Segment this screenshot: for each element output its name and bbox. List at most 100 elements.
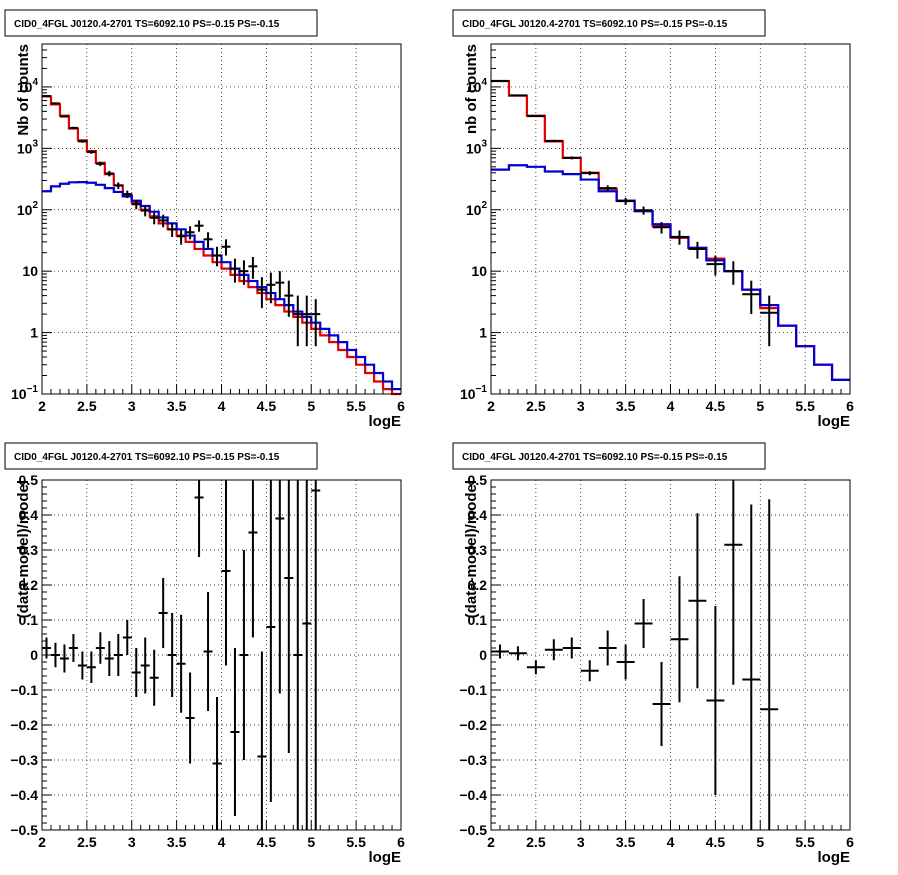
data-point — [706, 606, 725, 795]
plot-frame — [490, 43, 851, 395]
y-tick-label: 0 — [479, 647, 487, 663]
data-point — [203, 592, 213, 711]
data-point — [598, 630, 617, 666]
data-point — [580, 171, 599, 176]
plot-border — [490, 479, 851, 831]
title-box — [452, 9, 766, 37]
y-tick-label: 0.3 — [19, 542, 39, 558]
x-axis-label: logE — [818, 413, 851, 430]
x-tick-label: 5 — [307, 398, 315, 414]
data-point — [113, 182, 123, 189]
x-tick-label: 6 — [397, 834, 405, 850]
x-tick-label: 5.5 — [346, 834, 366, 850]
x-tick-label: 4.5 — [257, 398, 277, 414]
data-point — [86, 651, 96, 683]
y-tick-label: −0.1 — [459, 682, 487, 698]
data-point — [311, 299, 321, 347]
x-tick-label: 2 — [38, 834, 46, 850]
data-point — [257, 651, 267, 830]
data-point — [167, 222, 177, 238]
data-point — [59, 644, 69, 673]
data-point — [194, 220, 204, 232]
plot-border — [41, 479, 402, 831]
data-point — [652, 222, 671, 234]
x-tick-label: 3 — [577, 398, 585, 414]
data-point — [131, 199, 141, 210]
data-point — [140, 205, 150, 217]
data-point — [616, 197, 635, 205]
y-tick-label: 10−1 — [460, 384, 487, 402]
data-point — [248, 257, 258, 279]
data-point — [42, 95, 51, 98]
data-point — [544, 639, 563, 661]
y-tick-label: −0.4 — [459, 787, 487, 803]
x-axis-label: logE — [369, 849, 402, 866]
x-tick-label: 5 — [307, 834, 315, 850]
y-axis-label: (data-model)/model — [463, 480, 480, 618]
chart-title: CID0_4FGL J0120.4-2701 TS=6092.10 PS=-0.… — [462, 452, 728, 463]
y-tick-label: 1 — [479, 325, 487, 341]
y-tick-label: 0.5 — [19, 472, 39, 488]
x-tick-label: 3.5 — [167, 398, 187, 414]
x-tick-label: 3.5 — [616, 834, 636, 850]
data-point — [158, 214, 168, 228]
data-point — [203, 232, 213, 248]
data-point — [230, 258, 240, 283]
data-point — [131, 648, 141, 697]
chart-title: CID0_4FGL J0120.4-2701 TS=6092.10 PS=-0.… — [14, 19, 280, 30]
data-point — [634, 599, 653, 648]
x-tick-label: 3 — [577, 834, 585, 850]
y-tick-label: 0 — [30, 647, 38, 663]
x-tick-label: 2.5 — [77, 834, 97, 850]
data-point — [59, 115, 69, 118]
data-point — [508, 646, 527, 661]
x-tick-label: 5 — [756, 398, 764, 414]
data-point — [302, 480, 312, 830]
x-tick-label: 4.5 — [706, 834, 726, 850]
y-tick-label: 0.5 — [468, 472, 488, 488]
data-point — [149, 649, 159, 706]
chart-title: CID0_4FGL J0120.4-2701 TS=6092.10 PS=-0.… — [14, 452, 280, 463]
x-tick-label: 3 — [128, 398, 136, 414]
title-box — [4, 9, 318, 37]
y-tick-label: 0.4 — [19, 507, 39, 523]
data-point — [706, 255, 725, 276]
data-point — [688, 241, 707, 259]
data-point — [42, 637, 51, 659]
title-box — [452, 442, 766, 470]
data-point — [670, 576, 689, 703]
data-point — [95, 632, 105, 664]
x-tick-label: 6 — [846, 834, 854, 850]
data-point — [293, 295, 303, 347]
data-point — [293, 480, 303, 830]
data-point — [760, 295, 779, 347]
data-point — [122, 190, 132, 199]
y-axis-label: Nb of counts — [15, 44, 32, 136]
data-point — [68, 634, 78, 662]
y-axis-label: nb of counts — [463, 44, 480, 134]
y-tick-label: 10 — [471, 263, 487, 279]
data-point — [221, 239, 231, 256]
data-point — [167, 613, 177, 697]
data-point — [284, 480, 294, 753]
data-point — [113, 634, 123, 676]
data-point — [239, 550, 249, 760]
data-point — [257, 277, 267, 309]
chart-panel-1: 2 2.5 3 3.5 4 4.5 5 5.5 6 10−1 1 10 102 103 104 logE Nb … — [4, 9, 405, 430]
data-point — [760, 499, 779, 830]
x-tick-label: 2.5 — [526, 398, 546, 414]
y-tick-label: −0.5 — [459, 822, 487, 838]
data-point — [742, 504, 761, 830]
data-point — [266, 272, 276, 304]
y-axis-label: (data-model)/model — [15, 480, 32, 618]
data-point — [491, 79, 509, 82]
data-point — [104, 170, 114, 177]
data-point — [491, 644, 509, 659]
data-point — [50, 642, 60, 668]
data-point — [77, 651, 87, 680]
y-tick-label: 103 — [17, 138, 39, 156]
y-tick-label: 103 — [466, 138, 488, 156]
x-tick-label: 2 — [487, 398, 495, 414]
y-tick-label: −0.2 — [10, 717, 38, 733]
